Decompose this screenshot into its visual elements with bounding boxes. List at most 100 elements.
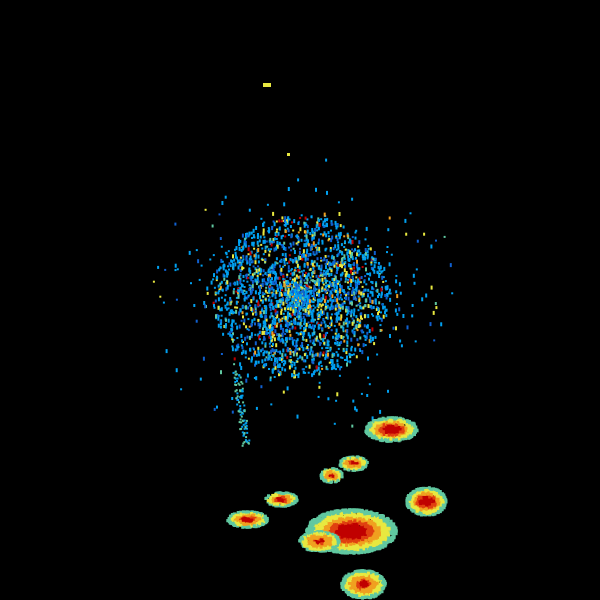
- clutter-pixel: [301, 356, 304, 361]
- clutter-pixel: [276, 333, 279, 337]
- clutter-pixel: [340, 366, 343, 369]
- clutter-pixel: [272, 292, 275, 296]
- clutter-pixel: [345, 351, 348, 355]
- clutter-pixel: [334, 307, 337, 311]
- clutter-pixel: [345, 347, 348, 352]
- clutter-pixel: [212, 301, 215, 305]
- precip-pixel: [374, 421, 378, 425]
- clutter-pixel: [340, 258, 343, 262]
- clutter-pixel: [212, 254, 215, 257]
- clutter-pixel: [292, 278, 294, 281]
- precip-pixel: [399, 437, 403, 441]
- clutter-pixel: [369, 339, 372, 343]
- clutter-pixel: [230, 259, 233, 263]
- clutter-pixel: [268, 351, 271, 355]
- clutter-pixel: [244, 237, 247, 240]
- clutter-pixel: [342, 321, 345, 326]
- precip-pixel: [370, 436, 374, 439]
- clutter-pixel: [316, 246, 319, 250]
- clutter-pixel: [319, 271, 322, 275]
- clutter-pixel: [231, 397, 234, 400]
- clutter-pixel: [302, 308, 305, 312]
- precip-pixel: [354, 467, 358, 471]
- clutter-pixel: [253, 377, 256, 379]
- clutter-pixel: [227, 265, 229, 268]
- clutter-pixel: [324, 248, 327, 252]
- clutter-pixel: [291, 295, 294, 300]
- clutter-pixel: [351, 424, 354, 428]
- clutter-pixel: [299, 321, 302, 326]
- clutter-pixel: [277, 364, 279, 369]
- clutter-pixel: [257, 346, 260, 350]
- precip-pixel: [254, 525, 258, 529]
- clutter-pixel: [241, 284, 244, 288]
- clutter-pixel: [313, 293, 316, 298]
- clutter-pixel: [274, 317, 277, 322]
- clutter-pixel: [301, 256, 304, 261]
- precip-pixel: [374, 426, 378, 430]
- clutter-pixel: [255, 281, 258, 285]
- clutter-pixel: [279, 260, 281, 263]
- clutter-pixel: [273, 283, 276, 286]
- precip-pixel: [408, 431, 412, 435]
- precip-pixel: [285, 495, 289, 499]
- clutter-pixel: [337, 333, 340, 338]
- clutter-pixel: [287, 281, 290, 285]
- clutter-pixel: [281, 332, 284, 335]
- clutter-pixel: [219, 282, 222, 286]
- clutter-pixel: [227, 318, 230, 323]
- clutter-pixel: [305, 322, 308, 327]
- clutter-pixel: [301, 304, 304, 308]
- clutter-pixel: [323, 273, 326, 276]
- clutter-pixel: [300, 214, 303, 217]
- clutter-pixel: [311, 262, 314, 267]
- clutter-pixel: [294, 300, 297, 303]
- clutter-pixel: [289, 277, 292, 280]
- clutter-pixel: [254, 307, 257, 312]
- clutter-pixel: [425, 293, 428, 298]
- clutter-pixel: [299, 227, 302, 232]
- precip-pixel: [347, 468, 351, 472]
- precip-pixel: [334, 469, 338, 473]
- clutter-pixel: [283, 315, 286, 318]
- clutter-pixel: [339, 286, 342, 288]
- clutter-pixel: [295, 346, 298, 350]
- clutter-pixel: [301, 345, 304, 348]
- precip-pixel: [345, 462, 349, 465]
- clutter-pixel: [430, 285, 433, 290]
- precip-pixel: [391, 429, 395, 433]
- clutter-pixel: [245, 256, 248, 261]
- clutter-pixel: [240, 319, 243, 322]
- clutter-pixel: [253, 317, 256, 321]
- clutter-pixel: [435, 239, 437, 242]
- clutter-pixel: [220, 258, 223, 263]
- clutter-pixel: [241, 425, 244, 428]
- clutter-pixel: [293, 282, 296, 287]
- clutter-pixel: [255, 299, 258, 303]
- clutter-pixel: [321, 281, 324, 284]
- clutter-pixel: [266, 273, 269, 276]
- clutter-pixel: [351, 256, 354, 260]
- clutter-pixel: [331, 262, 334, 266]
- clutter-pixel: [264, 298, 267, 301]
- clutter-pixel: [374, 261, 377, 264]
- clutter-pixel: [321, 327, 323, 331]
- clutter-pixel: [320, 264, 323, 269]
- clutter-pixel: [265, 315, 268, 319]
- clutter-pixel: [333, 353, 336, 357]
- precip-pixel: [256, 523, 260, 527]
- clutter-pixel: [279, 357, 281, 361]
- clutter-pixel: [251, 323, 253, 326]
- clutter-pixel: [320, 299, 323, 302]
- clutter-pixel: [276, 300, 279, 305]
- clutter-pixel: [248, 284, 251, 287]
- clutter-pixel: [267, 332, 270, 334]
- clutter-pixel: [395, 279, 398, 284]
- clutter-pixel: [318, 289, 321, 294]
- clutter-pixel: [256, 276, 259, 281]
- clutter-pixel: [272, 305, 275, 310]
- clutter-pixel: [317, 298, 319, 303]
- precip-pixel: [260, 514, 264, 518]
- clutter-pixel: [270, 349, 273, 354]
- clutter-pixel: [337, 252, 340, 256]
